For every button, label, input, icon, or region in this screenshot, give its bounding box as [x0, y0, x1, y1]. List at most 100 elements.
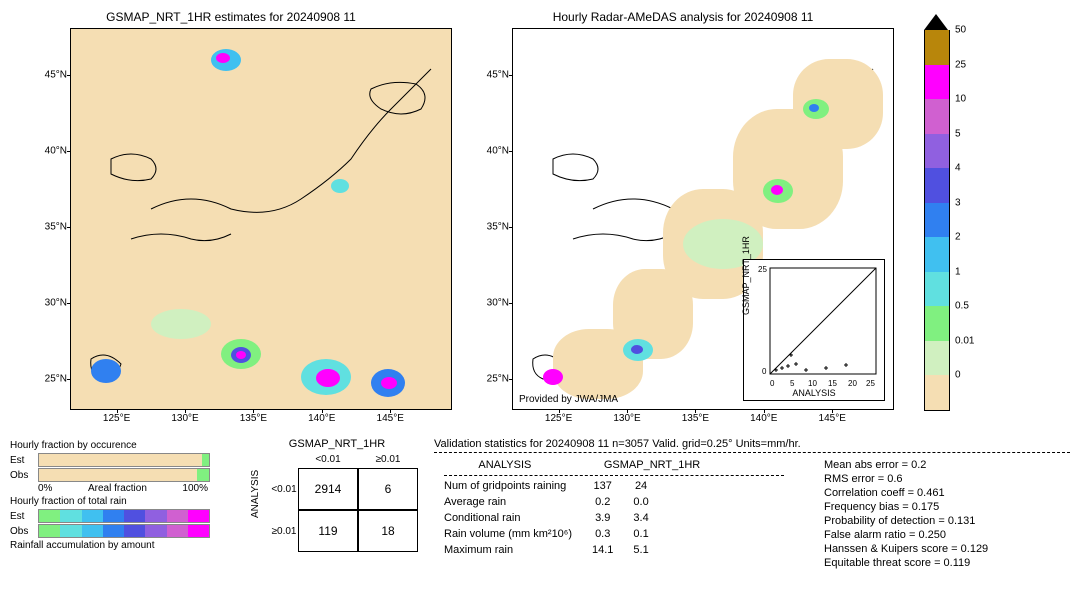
colorbar-label: 50	[949, 25, 966, 36]
colorbar-label: 2	[949, 232, 961, 243]
map2-credit: Provided by JWA/JMA	[519, 394, 618, 405]
svg-text:5: 5	[790, 379, 795, 388]
accum-title: Rainfall accumulation by amount	[10, 540, 240, 551]
col-lt: <0.01	[298, 450, 358, 468]
rain-blob	[631, 345, 643, 354]
bar-fill	[39, 469, 197, 481]
bar-track	[38, 453, 210, 467]
map1-panel: GSMAP_NRT_1HR estimates for 20240908 11	[10, 10, 452, 420]
colorbar-segment: 4	[924, 168, 950, 203]
scatter-inset: 0 5 10 15 20 25 0 25 ANALYSIS GSMAP_NRT_…	[743, 259, 885, 401]
colorbar-label: 0	[949, 370, 961, 381]
stat-row: Hanssen & Kuipers score = 0.129	[824, 543, 988, 555]
table-row: ANALYSISGSMAP_NRT_1HR	[434, 457, 794, 473]
colorbar-label: 5	[949, 128, 961, 139]
obs-label: Obs	[10, 526, 38, 537]
stat-row: Correlation coeff = 0.461	[824, 487, 988, 499]
colorbar-label: 1	[949, 266, 961, 277]
rain-blob	[381, 377, 397, 389]
colorbar-label: 3	[949, 197, 961, 208]
val-title: Validation statistics for 20240908 11 n=…	[434, 438, 1070, 450]
val-stats: Mean abs error = 0.2 RMS error = 0.6 Corre…	[824, 457, 988, 571]
bar-track	[38, 468, 210, 482]
colorbar-segment: 1	[924, 272, 950, 307]
occ-obs-bar: Obs	[10, 468, 240, 482]
stat-row: False alarm ratio = 0.250	[824, 529, 988, 541]
stat-row: Frequency bias = 0.175	[824, 501, 988, 513]
map2-title: Hourly Radar-AMeDAS analysis for 2024090…	[472, 10, 894, 24]
rain-blob	[771, 185, 783, 195]
rain-blob	[151, 309, 211, 339]
rain-blob	[543, 369, 563, 385]
rain-blob	[236, 351, 246, 359]
stat-row: Mean abs error = 0.2	[824, 459, 988, 471]
val-table: ANALYSISGSMAP_NRT_1HR	[434, 457, 794, 478]
obs-label: Obs	[10, 470, 38, 481]
cell-11: 18	[358, 510, 418, 552]
colorbar-arrow-icon	[924, 14, 948, 30]
cell-01: 6	[358, 468, 418, 510]
areal-label: Areal fraction	[88, 483, 147, 494]
stat-row: RMS error = 0.6	[824, 473, 988, 485]
scatter-svg: 0 5 10 15 20 25 0 25	[744, 260, 884, 400]
row-ge: ≥0.01	[270, 510, 298, 552]
svg-text:0: 0	[770, 379, 775, 388]
map1-coast	[71, 29, 451, 409]
rain-blob	[809, 104, 819, 112]
cont-ylabel: ANALYSIS	[250, 470, 261, 518]
map2-panel: Hourly Radar-AMeDAS analysis for 2024090…	[472, 10, 894, 420]
col-ge: ≥0.01	[358, 450, 418, 468]
top-row: GSMAP_NRT_1HR estimates for 20240908 11	[10, 10, 1070, 420]
est-label: Est	[10, 511, 38, 522]
svg-text:10: 10	[808, 379, 817, 388]
hundred-pct: 100%	[182, 483, 208, 494]
table-row: Average rain0.20.0	[434, 494, 659, 510]
rain-blob	[216, 53, 230, 63]
rain-est-bar: Est	[10, 509, 240, 523]
colorbar-segment: 0.5	[924, 306, 950, 341]
rain-blob	[91, 359, 121, 383]
occ-title: Hourly fraction by occurence	[10, 440, 240, 451]
colorbar-label: 10	[949, 94, 966, 105]
fractions-panel: Hourly fraction by occurence Est Obs 0% …	[10, 438, 240, 571]
contingency-panel: GSMAP_NRT_1HR ANALYSIS <0.01 ≥0.01 <0.01…	[252, 438, 422, 571]
colorbar: 502510543210.50.010	[924, 30, 948, 410]
svg-text:25: 25	[866, 379, 875, 388]
val-columns: ANALYSISGSMAP_NRT_1HR Num of gridpoints …	[434, 457, 1070, 571]
table-row: Conditional rain3.93.4	[434, 510, 659, 526]
colorbar-label: 4	[949, 163, 961, 174]
col-gsmap: GSMAP_NRT_1HR	[594, 457, 794, 473]
rain-blob	[316, 369, 340, 387]
bar-track	[38, 524, 210, 538]
map1-box: 45°N40°N35°N30°N25°N125°E130°E135°E140°E…	[70, 28, 452, 410]
cell-00: 2914	[298, 468, 358, 510]
bottom-row: Hourly fraction by occurence Est Obs 0% …	[10, 438, 1070, 571]
rain-obs-bar: Obs	[10, 524, 240, 538]
svg-text:20: 20	[848, 379, 857, 388]
zero-pct: 0%	[38, 483, 52, 494]
cont-title: GSMAP_NRT_1HR	[252, 438, 422, 450]
scatter-ylabel: GSMAP_NRT_1HR	[741, 236, 751, 315]
stat-row: Probability of detection = 0.131	[824, 515, 988, 527]
colorbar-segment: 2	[924, 237, 950, 272]
rain-title: Hourly fraction of total rain	[10, 496, 240, 507]
validation-panel: Validation statistics for 20240908 11 n=…	[434, 438, 1070, 571]
stat-row: Equitable threat score = 0.119	[824, 557, 988, 569]
val-table-wrap: ANALYSISGSMAP_NRT_1HR Num of gridpoints …	[434, 457, 794, 571]
bar-fill	[39, 454, 202, 466]
svg-text:15: 15	[828, 379, 837, 388]
table-row: Maximum rain14.15.1	[434, 542, 659, 558]
table-row: Rain volume (mm km²10⁶)0.30.1	[434, 526, 659, 542]
row-lt: <0.01	[270, 468, 298, 510]
svg-text:25: 25	[758, 265, 767, 274]
colorbar-label: 25	[949, 59, 966, 70]
table-row: Num of gridpoints raining13724	[434, 478, 659, 494]
est-label: Est	[10, 455, 38, 466]
colorbar-segment: 0	[924, 375, 950, 411]
bar-track	[38, 509, 210, 523]
colorbar-segment: 5	[924, 134, 950, 169]
cont-grid: <0.01 ≥0.01 <0.01 2914 6 ≥0.01 119 18	[270, 450, 422, 552]
col-analysis: ANALYSIS	[468, 457, 594, 473]
colorbar-segment: 10	[924, 99, 950, 134]
svg-text:0: 0	[762, 367, 767, 376]
